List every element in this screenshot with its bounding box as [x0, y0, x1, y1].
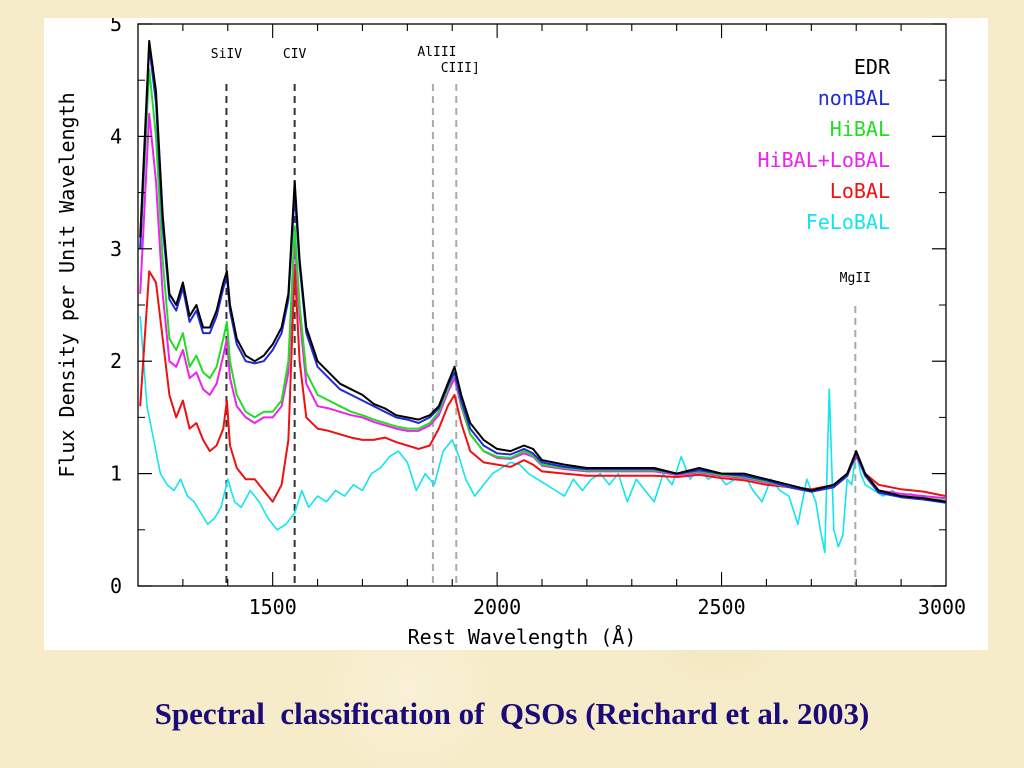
series-line-edr: [139, 39, 947, 503]
x-tick-label: 1500: [249, 595, 297, 619]
ref-line-label: AlIII: [417, 45, 456, 60]
legend-entry: nonBAL: [818, 86, 890, 110]
figure-panel: SiIV CIV AlIII CIII] MgII 0 1 2 3 4 5 1500 2000 2500…: [44, 18, 988, 650]
axes-group: 0 1 2 3 4 5 1500 2000 2500 3000: [110, 18, 966, 619]
legend-entry: EDR: [854, 55, 891, 79]
y-tick-label: 0: [110, 574, 122, 598]
ref-line-label: CIV: [283, 47, 307, 62]
y-axis-label: Flux Density per Unit Wavelength: [55, 92, 79, 477]
series-group: [139, 39, 947, 554]
x-tick-label: 2500: [697, 595, 745, 619]
y-tick-label: 5: [110, 18, 122, 36]
legend-entry: HiBAL+LoBAL: [758, 148, 890, 172]
y-tick-label: 1: [110, 462, 122, 486]
y-tick-label: 3: [110, 237, 122, 261]
series-line-nonbal: [139, 45, 947, 504]
slide-caption: Spectral classification of QSOs (Reichar…: [154, 696, 870, 731]
x-tick-label: 2000: [473, 595, 521, 619]
series-line-lobal: [139, 264, 947, 503]
x-axis-label: Rest Wavelength (Å): [408, 625, 637, 649]
series-line-hibal-lobal: [139, 112, 947, 500]
y-tick-label: 4: [110, 124, 122, 148]
legend-entry: HiBAL: [830, 117, 890, 141]
legend-entry: LoBAL: [830, 179, 890, 203]
ref-line-label: MgII: [840, 271, 871, 286]
ref-line-label: CIII]: [441, 61, 480, 76]
ref-line-label: SiIV: [211, 47, 242, 62]
y-tick-label: 2: [110, 349, 122, 373]
series-line-hibal: [139, 68, 947, 502]
legend: EDR nonBAL HiBAL HiBAL+LoBAL LoBAL FeLoBAL: [758, 55, 891, 234]
legend-entry: FeLoBAL: [806, 210, 890, 234]
series-line-felobal: [139, 316, 947, 554]
x-tick-label: 3000: [918, 595, 966, 619]
